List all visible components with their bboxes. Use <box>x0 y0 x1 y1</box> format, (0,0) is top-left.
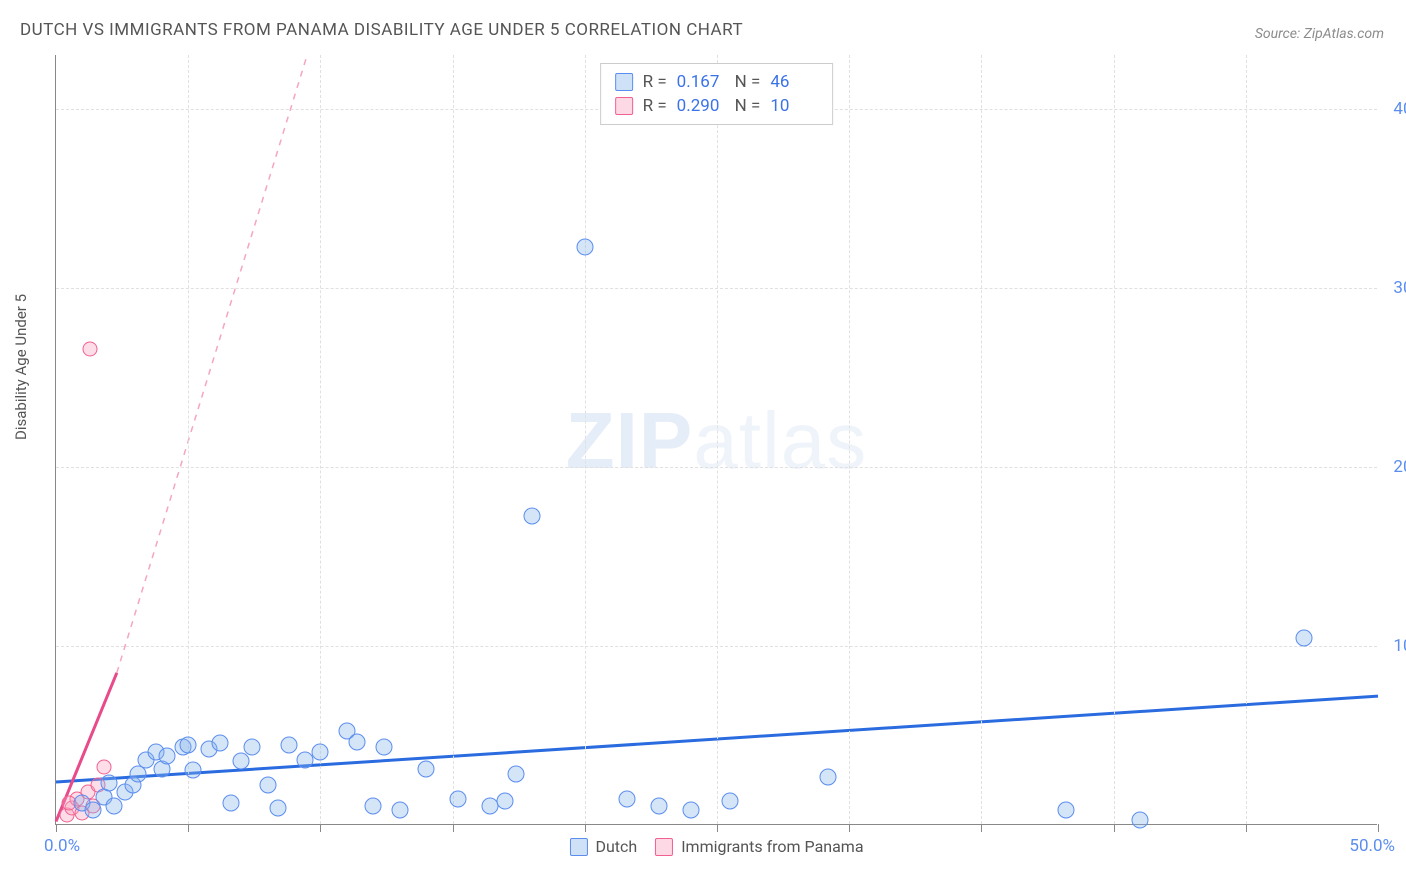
data-point-dutch <box>159 747 176 764</box>
y-axis-label: Disability Age Under 5 <box>12 294 30 440</box>
x-tick <box>188 824 189 832</box>
data-point-dutch <box>523 508 540 525</box>
data-point-dutch <box>418 760 435 777</box>
y-tick-label: 40.0% <box>1393 99 1406 119</box>
data-point-dutch <box>243 739 260 756</box>
gridline-v <box>585 55 586 824</box>
data-point-dutch <box>682 801 699 818</box>
swatch-blue-icon <box>615 73 633 91</box>
data-point-panama <box>96 759 111 774</box>
r-value: 0.167 <box>677 72 725 92</box>
swatch-blue-icon <box>569 838 587 856</box>
r-label: R = <box>643 96 667 116</box>
x-tick <box>56 824 57 832</box>
plot-area: ZIPatlas R = 0.167 N = 46 R = 0.290 N = … <box>55 55 1377 825</box>
r-label: R = <box>643 72 667 92</box>
data-point-dutch <box>391 801 408 818</box>
data-point-dutch <box>1058 801 1075 818</box>
x-tick <box>1246 824 1247 832</box>
data-point-dutch <box>280 737 297 754</box>
legend-correlation: R = 0.167 N = 46 R = 0.290 N = 10 <box>600 63 834 125</box>
data-point-dutch <box>180 737 197 754</box>
legend-label: Dutch <box>595 837 637 856</box>
gridline-v <box>1114 55 1115 824</box>
data-point-dutch <box>222 794 239 811</box>
gridline-v <box>188 55 189 824</box>
n-value: 46 <box>770 72 818 92</box>
x-tick-zero: 0.0% <box>44 836 80 856</box>
chart-title: DUTCH VS IMMIGRANTS FROM PANAMA DISABILI… <box>20 20 743 40</box>
data-point-panama <box>83 342 98 357</box>
data-point-dutch <box>481 798 498 815</box>
legend-item-panama: Immigrants from Panama <box>655 837 863 856</box>
x-tick-max: 50.0% <box>1349 836 1395 856</box>
gridline-v <box>453 55 454 824</box>
legend-item-dutch: Dutch <box>569 837 637 856</box>
data-point-dutch <box>449 790 466 807</box>
data-point-dutch <box>270 799 287 816</box>
data-point-dutch <box>365 798 382 815</box>
data-point-dutch <box>619 790 636 807</box>
data-point-dutch <box>508 765 525 782</box>
data-point-dutch <box>296 751 313 768</box>
swatch-pink-icon <box>615 97 633 115</box>
swatch-pink-icon <box>655 838 673 856</box>
x-tick <box>849 824 850 832</box>
source-attribution: Source: ZipAtlas.com <box>1255 26 1384 42</box>
n-label: N = <box>735 96 761 116</box>
data-point-dutch <box>1295 629 1312 646</box>
gridline-v <box>1246 55 1247 824</box>
n-label: N = <box>735 72 761 92</box>
legend-label: Immigrants from Panama <box>681 837 863 856</box>
legend-row-dutch: R = 0.167 N = 46 <box>615 70 819 94</box>
r-value: 0.290 <box>677 96 725 116</box>
data-point-dutch <box>650 798 667 815</box>
data-point-dutch <box>722 792 739 809</box>
gridline-v <box>981 55 982 824</box>
gridline-v <box>320 55 321 824</box>
data-point-dutch <box>349 733 366 750</box>
data-point-dutch <box>259 776 276 793</box>
data-point-dutch <box>1132 812 1149 829</box>
data-point-dutch <box>820 769 837 786</box>
x-tick <box>981 824 982 832</box>
x-tick <box>1114 824 1115 832</box>
data-point-dutch <box>576 239 593 256</box>
y-tick-label: 20.0% <box>1393 457 1406 477</box>
x-tick <box>717 824 718 832</box>
data-point-dutch <box>100 774 117 791</box>
data-point-dutch <box>233 753 250 770</box>
data-point-dutch <box>185 762 202 779</box>
data-point-dutch <box>497 792 514 809</box>
legend-row-panama: R = 0.290 N = 10 <box>615 94 819 118</box>
y-tick-label: 30.0% <box>1393 278 1406 298</box>
x-tick <box>585 824 586 832</box>
x-tick <box>320 824 321 832</box>
x-tick <box>1378 824 1379 832</box>
gridline-v <box>849 55 850 824</box>
data-point-dutch <box>375 739 392 756</box>
y-tick-label: 10.0% <box>1393 636 1406 656</box>
gridline-v <box>717 55 718 824</box>
n-value: 10 <box>770 96 818 116</box>
data-point-dutch <box>211 735 228 752</box>
data-point-dutch <box>312 744 329 761</box>
legend-series: Dutch Immigrants from Panama <box>569 837 863 856</box>
data-point-dutch <box>106 798 123 815</box>
x-tick <box>453 824 454 832</box>
